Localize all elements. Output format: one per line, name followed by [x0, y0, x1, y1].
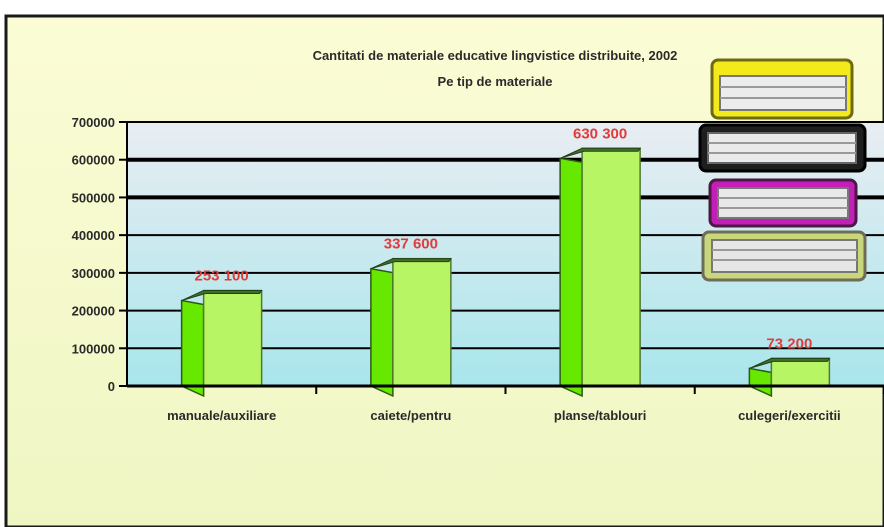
data-label: 337 600 [384, 236, 438, 253]
bar-side [370, 267, 394, 398]
data-label: 630 300 [573, 125, 627, 142]
x-tick-label: manuale/auxiliare [167, 408, 276, 423]
y-tick-label: 500000 [72, 190, 115, 205]
data-label: 73 200 [766, 335, 812, 352]
book-black [698, 123, 867, 173]
y-tick-label: 200000 [72, 304, 115, 319]
bar-side [748, 367, 773, 398]
bar-side [559, 157, 583, 398]
book-yellow [710, 58, 854, 120]
books-illustration [698, 58, 867, 282]
y-tick-label: 300000 [72, 266, 115, 281]
x-axis: manuale/auxiliare caiete/pentru planse/tab… [127, 384, 884, 423]
book-magenta [708, 178, 858, 228]
y-tick-label: 400000 [72, 228, 115, 243]
bar [581, 147, 641, 387]
chart-subtitle: Pe tip de materiale [438, 74, 553, 89]
bar [770, 357, 831, 387]
bar-top [559, 147, 642, 159]
bar-side [180, 299, 205, 398]
x-tick-label: caiete/pentru [370, 408, 451, 423]
bar [202, 289, 263, 387]
data-label: 253 100 [195, 268, 249, 285]
y-tick-label: 0 [108, 379, 115, 394]
bar-top [370, 258, 452, 270]
y-axis: 0 100000 200000 300000 400000 500000 600000 700… [72, 115, 128, 394]
bar-top [749, 357, 831, 369]
x-tick-label: culegeri/exercitii [738, 408, 841, 423]
bars: 253 100 337 600 630 300 73 200 [180, 125, 831, 398]
book-gray [701, 230, 867, 282]
y-tick-label: 600000 [72, 153, 115, 168]
y-tick-label: 700000 [72, 115, 115, 130]
chart-title: Cantitati de materiale educative lingvis… [313, 48, 678, 63]
bar [392, 257, 452, 387]
bar-top [181, 290, 263, 302]
y-tick-label: 100000 [72, 341, 115, 356]
x-tick-label: planse/tablouri [554, 408, 646, 423]
